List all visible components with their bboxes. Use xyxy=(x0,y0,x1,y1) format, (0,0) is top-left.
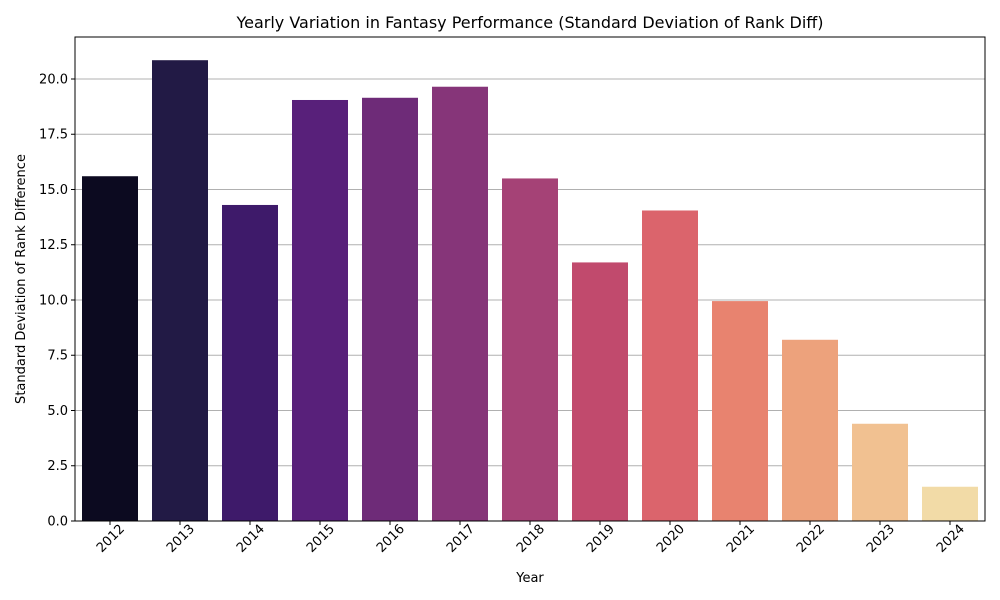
bar-2022 xyxy=(782,339,838,521)
x-tick-label: 2022 xyxy=(794,522,828,556)
x-tick-label: 2012 xyxy=(94,522,128,556)
bar-2017 xyxy=(432,86,488,522)
bar-2020 xyxy=(642,210,698,521)
y-tick-label: 15.0 xyxy=(39,183,68,198)
x-tick-label: 2020 xyxy=(654,522,688,556)
bar-2015 xyxy=(292,99,348,521)
bars xyxy=(82,60,978,522)
y-tick-label: 12.5 xyxy=(39,238,68,253)
x-tick-label: 2021 xyxy=(724,522,758,556)
x-tick-label: 2016 xyxy=(374,522,408,556)
x-tick-label: 2019 xyxy=(584,522,618,556)
bar-2023 xyxy=(852,423,908,521)
y-tick-label: 0.0 xyxy=(47,515,68,530)
x-axis-label: Year xyxy=(515,571,544,586)
x-tick-label: 2014 xyxy=(234,522,268,556)
y-axis-label: Standard Deviation of Rank Difference xyxy=(14,154,29,404)
y-tick-label: 5.0 xyxy=(47,404,68,419)
x-tick-label: 2013 xyxy=(164,522,198,556)
x-tick-label: 2017 xyxy=(444,522,478,556)
x-tick-label: 2023 xyxy=(864,522,898,556)
bar-2014 xyxy=(222,204,278,521)
x-tick-label: 2015 xyxy=(304,522,338,556)
bar-2021 xyxy=(712,301,768,521)
y-tick-label: 2.5 xyxy=(47,459,68,474)
chart-title: Yearly Variation in Fantasy Performance … xyxy=(235,13,823,32)
bar-2012 xyxy=(82,176,138,521)
y-tick-label: 20.0 xyxy=(39,72,68,87)
bar-2024 xyxy=(922,486,978,521)
bar-2016 xyxy=(362,97,418,522)
bar-2019 xyxy=(572,262,628,521)
x-tick-label: 2018 xyxy=(514,522,548,556)
bar-2013 xyxy=(152,60,208,522)
y-axis-ticks: 0.0 2.5 5.0 7.5 10.0 12.5 15.0 17.5 20.0 xyxy=(39,72,75,530)
y-tick-label: 7.5 xyxy=(47,349,68,364)
x-tick-label: 2024 xyxy=(934,522,968,556)
y-tick-label: 17.5 xyxy=(39,128,68,143)
x-axis-ticks: 2012 2013 2014 2015 2016 2017 2018 2019 2020 2021… xyxy=(94,521,968,556)
y-tick-label: 10.0 xyxy=(39,293,68,308)
bar-2018 xyxy=(502,178,558,521)
